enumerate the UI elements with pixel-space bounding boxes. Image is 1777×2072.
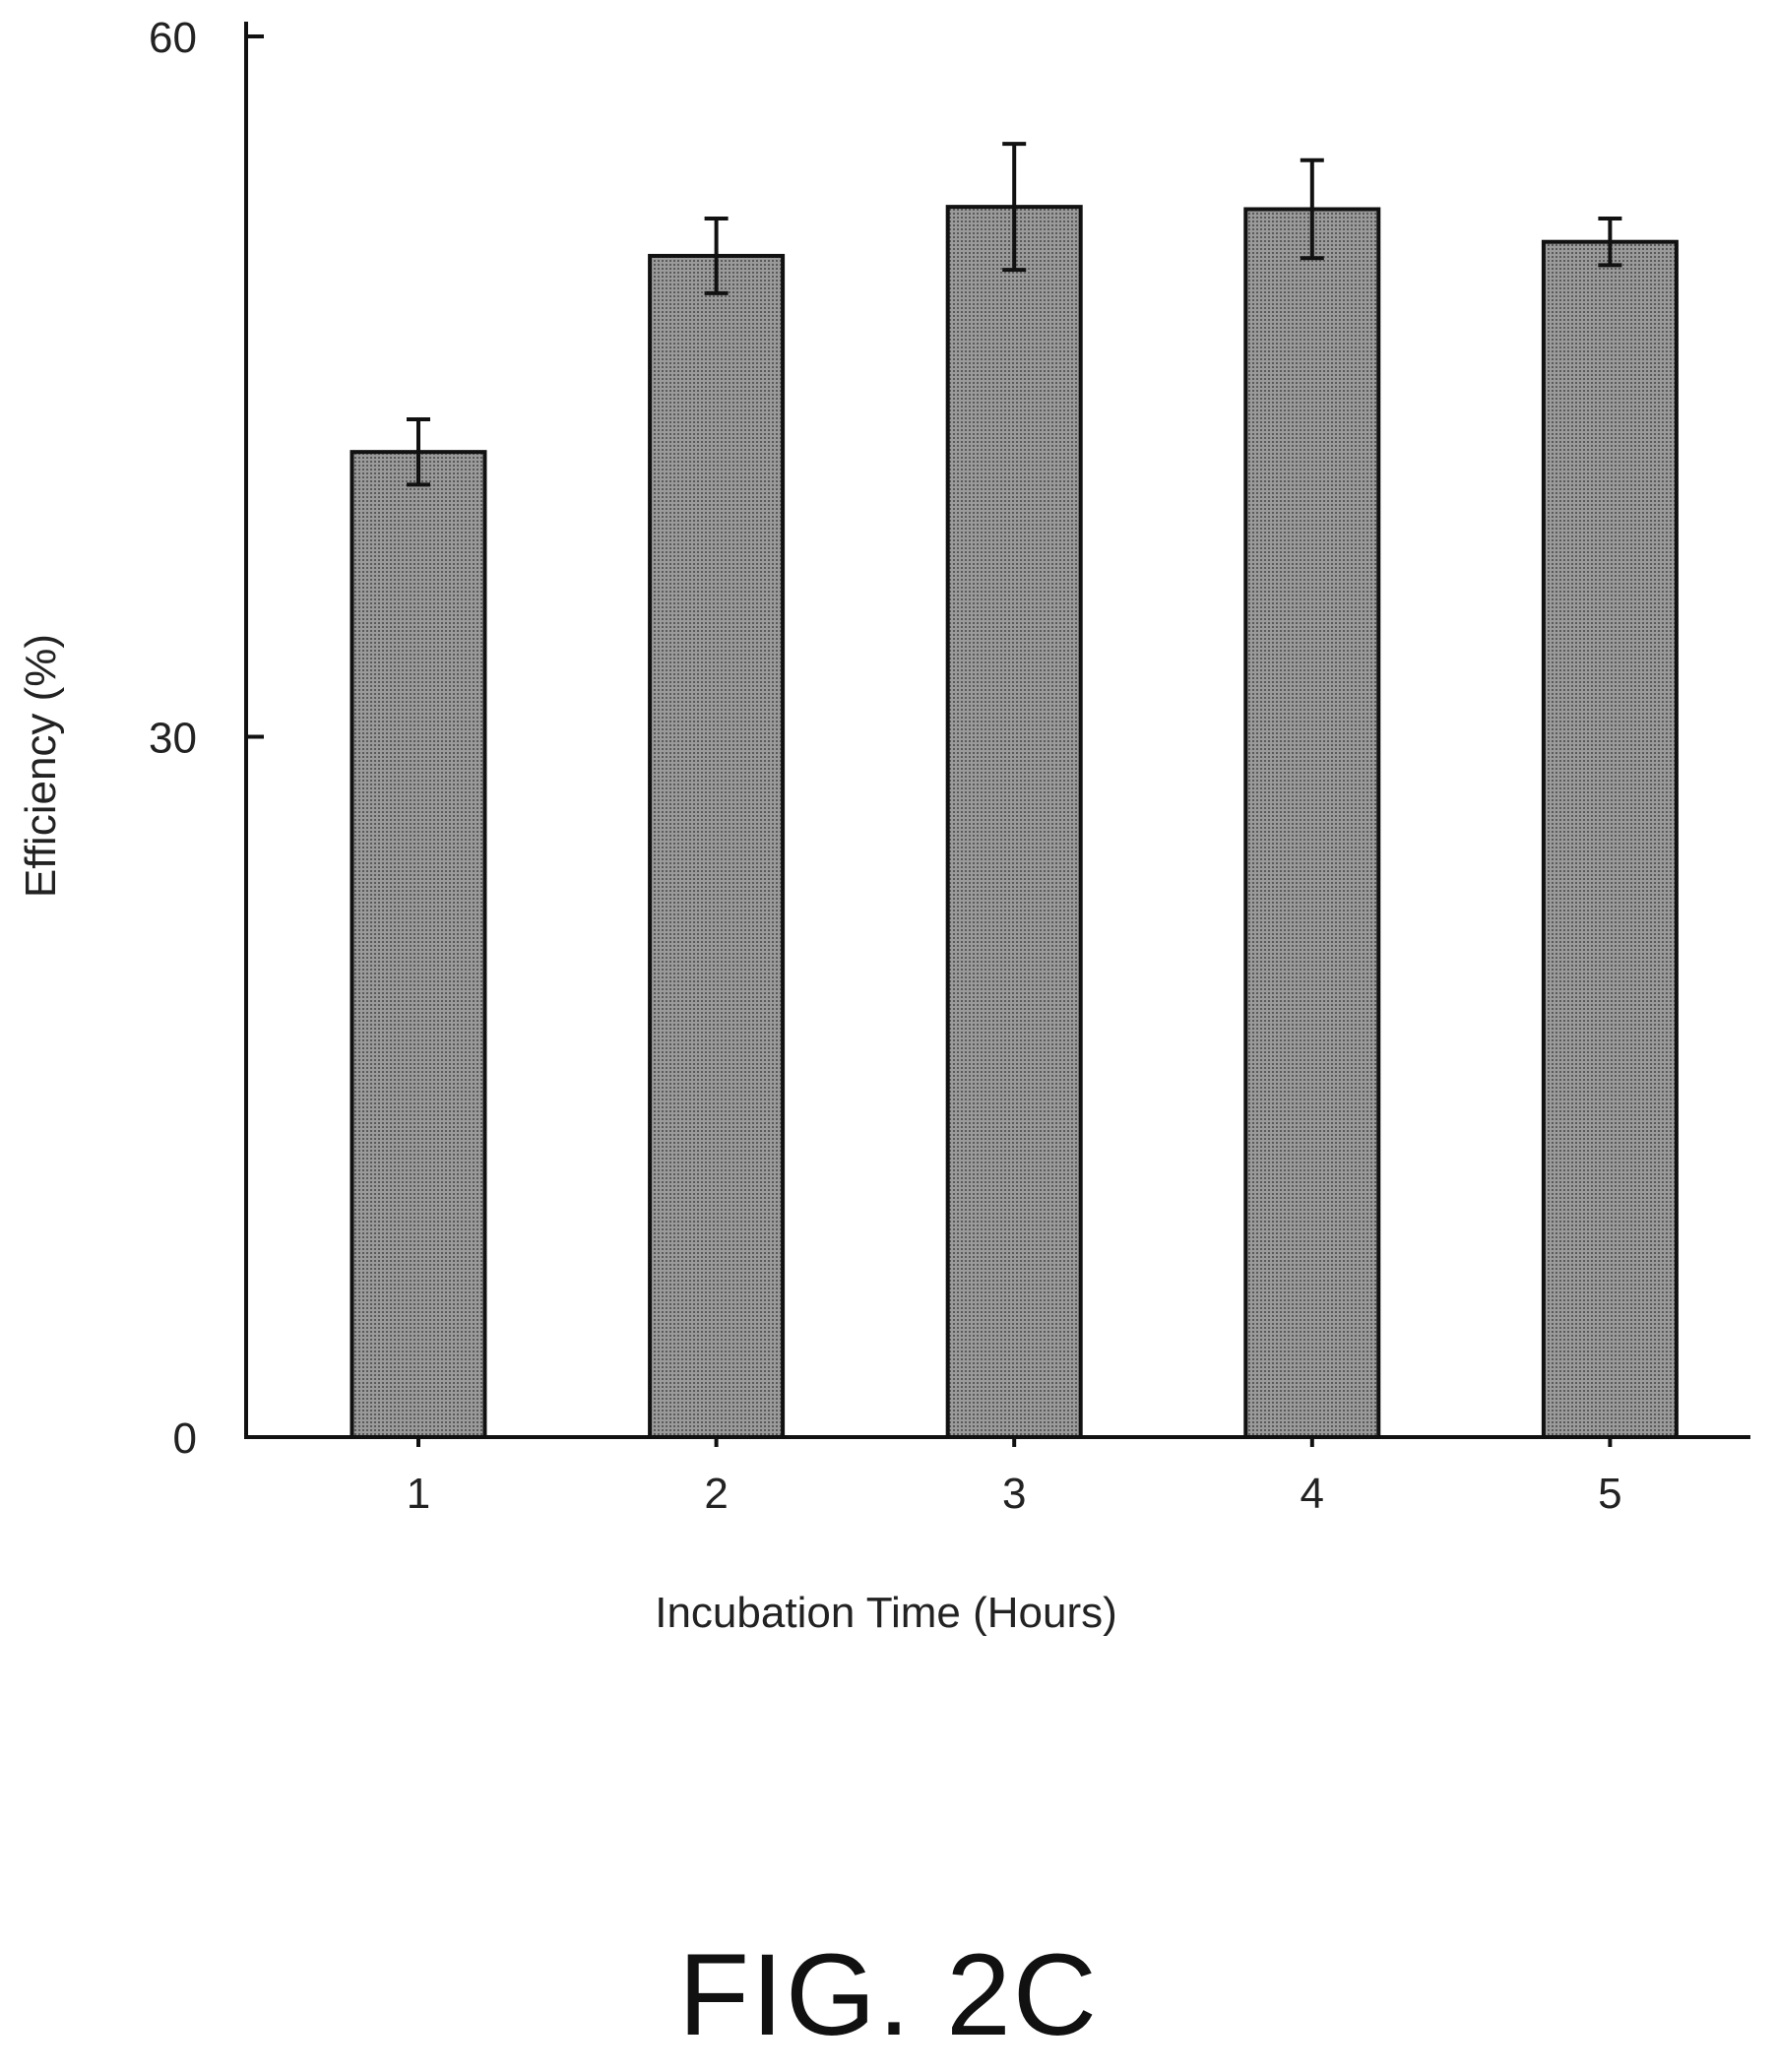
error-bar-1: [407, 416, 430, 487]
error-bar-2: [704, 216, 729, 295]
bar-1: [349, 450, 487, 1439]
error-bar-3: [1002, 142, 1027, 273]
bar-5: [1541, 239, 1679, 1439]
x-tick-label-5: 5: [1598, 1470, 1621, 1518]
x-ticks-layer: 1 2 3 4 5: [407, 1437, 1622, 1518]
y-axis-title: Efficiency (%): [17, 634, 65, 898]
axes-layer: [244, 22, 1750, 1439]
error-bar-4: [1300, 157, 1324, 261]
bar-chart: 0 30 60 1 2 3 4 5 Efficiency (%) Incubation Ti…: [17, 14, 1750, 1637]
x-tick-label-3: 3: [1002, 1470, 1026, 1518]
y-tick-label-60: 60: [149, 14, 197, 62]
figure-caption: FIG. 2C: [677, 1930, 1100, 2060]
x-tick-label-4: 4: [1301, 1470, 1324, 1518]
bar-4: [1243, 207, 1381, 1440]
bars-layer: [349, 205, 1679, 1440]
y-ticks-layer: 0 30 60: [149, 14, 264, 1463]
x-tick-label-1: 1: [407, 1470, 430, 1518]
bar-2: [648, 253, 786, 1440]
y-tick-label-0: 0: [173, 1414, 197, 1463]
x-tick-label-2: 2: [704, 1470, 728, 1518]
y-tick-label-30: 30: [149, 715, 197, 763]
x-axis-title: Incubation Time (Hours): [655, 1589, 1117, 1637]
bar-3: [945, 205, 1083, 1439]
error-bar-5: [1598, 216, 1622, 268]
error-bars-layer: [407, 142, 1622, 487]
